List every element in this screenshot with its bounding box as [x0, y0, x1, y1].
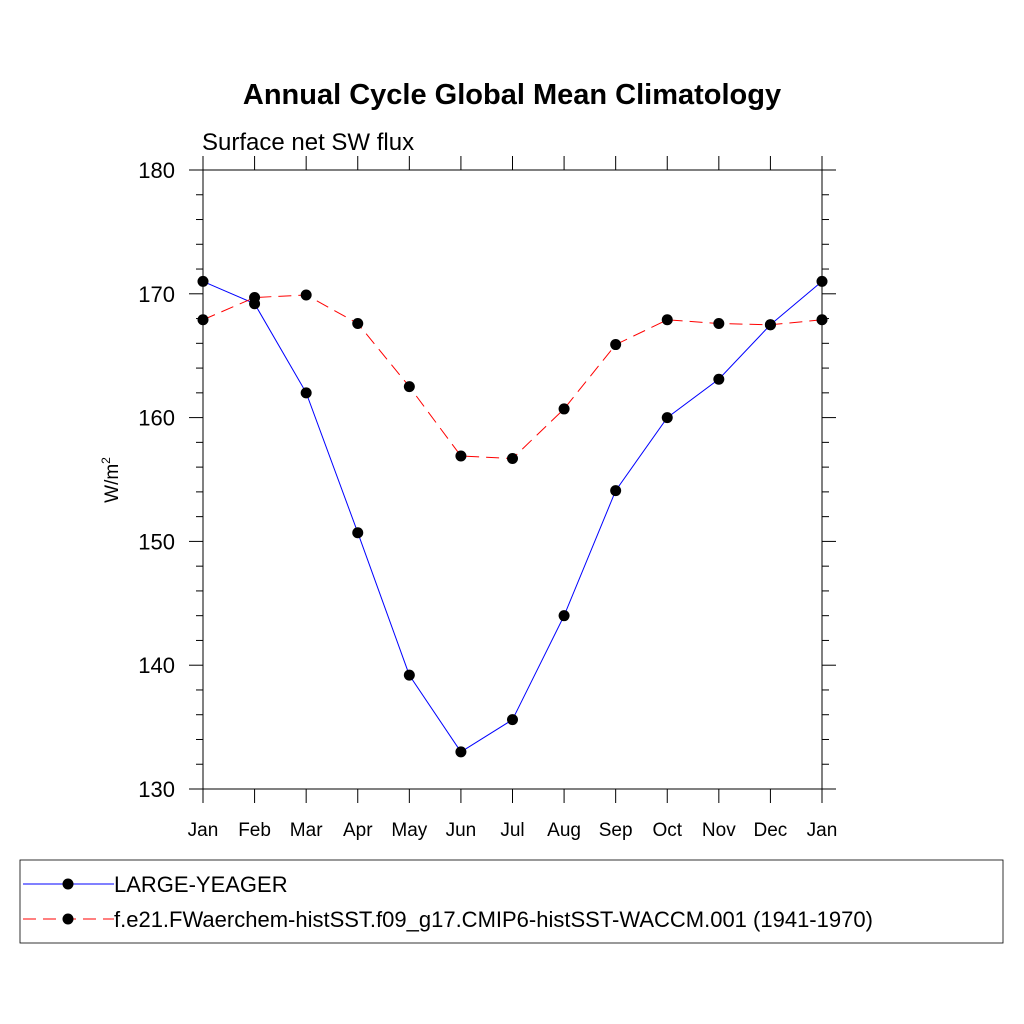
chart-subtitle: Surface net SW flux: [202, 129, 414, 156]
series-line-2: [202, 294, 823, 460]
chart-title: Annual Cycle Global Mean Climatology: [243, 79, 781, 111]
data-point: [300, 289, 312, 301]
data-point: [610, 485, 622, 497]
data-point: [558, 610, 570, 622]
y-tick-label: 180: [138, 158, 175, 183]
x-tick-label: Sep: [599, 820, 633, 841]
legend-box: [19, 859, 1004, 944]
y-tick-label: 140: [138, 653, 175, 678]
x-tick-label: Feb: [238, 820, 271, 841]
y-tick-label: 150: [138, 529, 175, 554]
x-tick-labels: Jan Feb Mar Apr May Jun Jul Aug Sep Oct Nov Dec Jan: [188, 820, 838, 841]
legend-marker: [62, 913, 74, 925]
x-tick-label: May: [391, 820, 427, 841]
data-point: [661, 314, 673, 326]
legend-label-2: f.e21.FWaerchem-histSST.f09_g17.CMIP6-hi…: [114, 907, 873, 932]
axis-ticks: [189, 156, 836, 803]
data-point: [816, 314, 828, 326]
data-point: [507, 714, 518, 726]
data-point: [249, 292, 261, 304]
data-point: [455, 746, 467, 758]
x-tick-label: Dec: [754, 820, 788, 841]
legend-marker: [62, 878, 74, 890]
x-tick-label: Aug: [547, 820, 581, 841]
data-point: [403, 381, 415, 393]
data-point: [713, 373, 725, 385]
x-tick-label: Jan: [188, 820, 219, 841]
data-point: [352, 318, 364, 330]
x-tick-label: Jul: [500, 820, 524, 841]
y-axis-label: W/m2: [99, 457, 123, 503]
y-tick-label: 130: [138, 777, 175, 802]
data-point: [713, 318, 725, 330]
series-line-1: [202, 280, 823, 753]
data-point: [507, 452, 518, 464]
x-tick-label: Jan: [807, 820, 838, 841]
legend: LARGE-YEAGER f.e21.FWaerchem-histSST.f09_…: [23, 872, 873, 932]
x-tick-label: Apr: [343, 820, 373, 841]
x-tick-label: Nov: [702, 820, 736, 841]
x-tick-label: Jun: [446, 820, 477, 841]
data-point: [610, 339, 622, 351]
data-point: [197, 275, 209, 287]
x-tick-label: Mar: [290, 820, 323, 841]
y-tick-label: 170: [138, 282, 175, 307]
data-point: [403, 669, 415, 681]
x-tick-label: Oct: [652, 820, 682, 841]
y-tick-labels: 130 140 150 160 170 180: [138, 158, 175, 802]
data-point: [558, 403, 570, 415]
data-point: [661, 412, 673, 424]
data-point: [197, 314, 209, 326]
data-point: [764, 319, 776, 331]
data-point: [300, 387, 312, 399]
y-tick-label: 160: [138, 406, 175, 431]
series-group: [197, 275, 828, 758]
data-point: [455, 450, 467, 462]
legend-label-1: LARGE-YEAGER: [114, 872, 288, 897]
plot-frame: [202, 169, 823, 790]
data-point: [352, 527, 364, 539]
data-point: [816, 275, 828, 287]
